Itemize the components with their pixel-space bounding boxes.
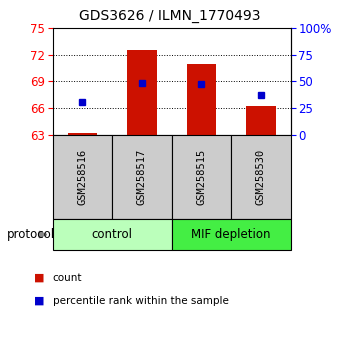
- Text: protocol: protocol: [7, 228, 55, 241]
- Text: GSM258516: GSM258516: [78, 149, 87, 205]
- Bar: [231, 135, 291, 219]
- Text: GSM258530: GSM258530: [256, 149, 266, 205]
- Bar: [112, 135, 172, 219]
- Text: count: count: [53, 273, 82, 283]
- Bar: [172, 135, 231, 219]
- Bar: [53, 219, 172, 250]
- Text: GSM258515: GSM258515: [197, 149, 206, 205]
- Bar: [172, 219, 291, 250]
- Text: GDS3626 / ILMN_1770493: GDS3626 / ILMN_1770493: [79, 9, 261, 23]
- Bar: [246, 106, 276, 135]
- Text: MIF depletion: MIF depletion: [191, 228, 271, 241]
- Text: ■: ■: [34, 273, 45, 283]
- Text: GSM258517: GSM258517: [137, 149, 147, 205]
- Text: control: control: [92, 228, 133, 241]
- Text: ■: ■: [34, 296, 45, 306]
- Bar: [187, 64, 216, 135]
- Bar: [68, 133, 97, 135]
- Bar: [127, 50, 157, 135]
- Bar: [53, 135, 112, 219]
- Text: percentile rank within the sample: percentile rank within the sample: [53, 296, 228, 306]
